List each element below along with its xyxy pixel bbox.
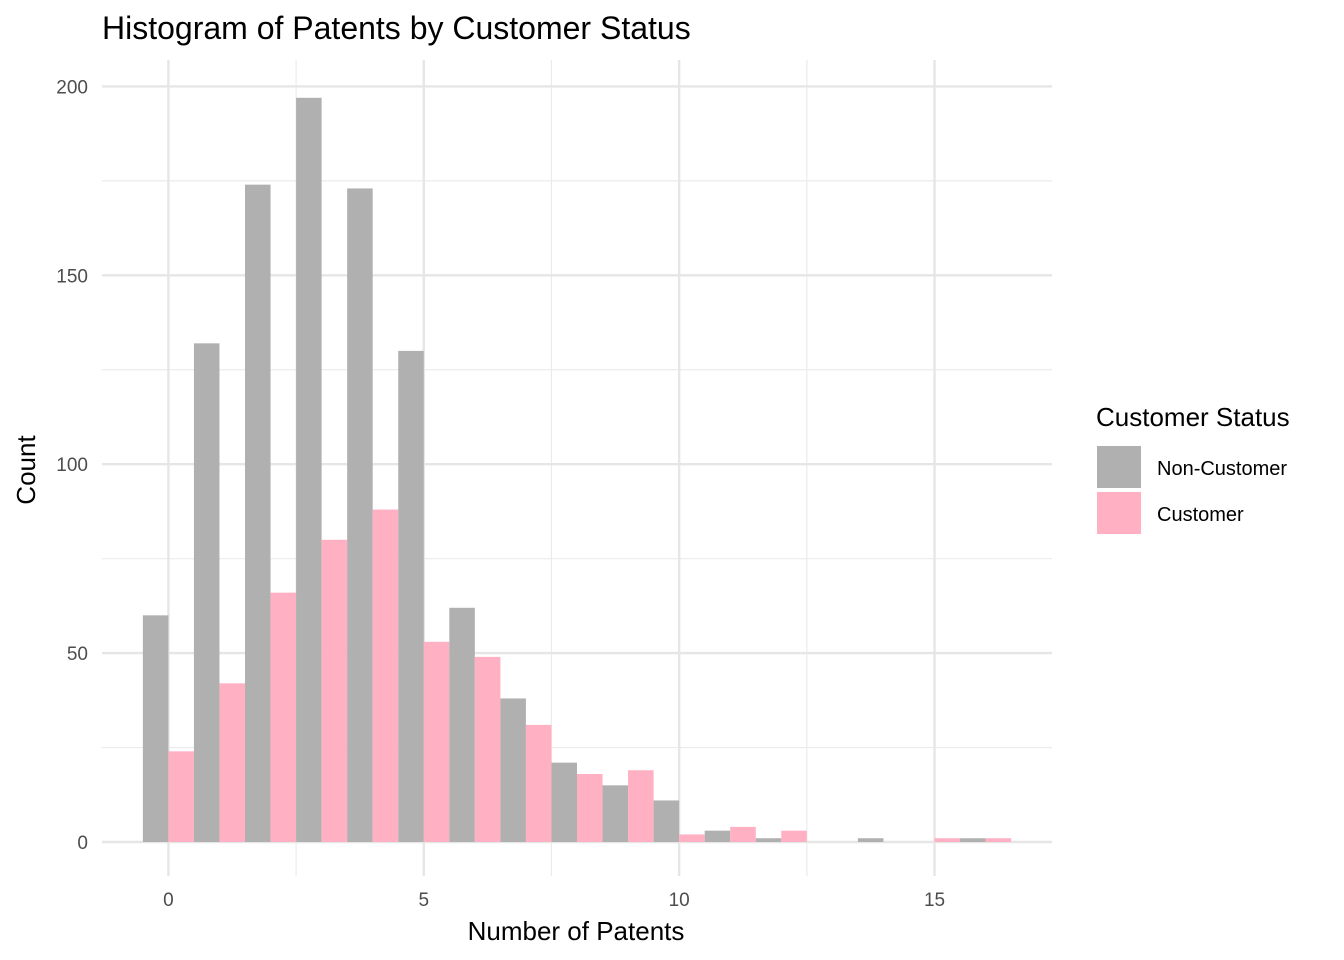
bar-non-customer-x8 [551, 762, 577, 842]
legend: Customer Status Non-Customer Customer [1096, 402, 1290, 534]
bar-non-customer-x2 [245, 184, 271, 842]
bar-non-customer-x14 [857, 838, 884, 842]
bar-customer-x8 [577, 774, 603, 842]
y-tick-label: 50 [67, 644, 88, 665]
bar-customer-x3 [321, 539, 348, 842]
bar-non-customer-x6 [449, 607, 475, 842]
bar-customer-x6 [474, 656, 501, 842]
y-tick-label: 200 [56, 77, 88, 98]
chart-title: Histogram of Patents by Customer Status [102, 10, 691, 46]
bar-non-customer-x9 [602, 785, 629, 842]
bars-group [142, 97, 1012, 843]
y-tick-label: 0 [77, 833, 88, 854]
x-axis-tick-labels: 0 5 10 15 [163, 890, 945, 911]
bar-customer-x10 [679, 834, 705, 842]
bar-customer-x12 [781, 830, 807, 842]
bar-customer-x11 [730, 826, 756, 842]
bar-customer-x2 [270, 592, 297, 842]
bar-non-customer-x3 [296, 97, 322, 843]
x-tick-label: 0 [163, 890, 174, 911]
bar-non-customer-x16 [960, 838, 986, 842]
legend-swatch-customer [1097, 492, 1141, 534]
bar-non-customer-x4 [347, 188, 373, 842]
bar-non-customer-x12 [755, 838, 782, 842]
legend-label: Customer [1157, 504, 1244, 526]
legend-title: Customer Status [1096, 402, 1290, 432]
legend-swatch-non-customer [1097, 446, 1141, 488]
bar-non-customer-x10 [653, 800, 680, 842]
bar-customer-x0 [168, 751, 194, 842]
bar-customer-x15 [934, 838, 961, 842]
legend-items: Non-Customer Customer [1097, 446, 1287, 534]
y-tick-label: 100 [56, 455, 88, 476]
bar-customer-x5 [423, 641, 450, 842]
x-tick-label: 15 [924, 890, 945, 911]
bar-customer-x4 [372, 509, 399, 842]
bar-non-customer-x11 [704, 830, 731, 842]
legend-label: Non-Customer [1157, 458, 1287, 480]
x-axis-title: Number of Patents [468, 916, 685, 946]
bar-customer-x16 [985, 838, 1012, 842]
bar-non-customer-x0 [142, 615, 169, 842]
bar-customer-x7 [525, 724, 552, 842]
bar-non-customer-x7 [500, 698, 526, 842]
bar-non-customer-x1 [193, 343, 220, 842]
bar-non-customer-x5 [398, 350, 424, 842]
y-axis-tick-labels: 0 50 100 150 200 [56, 77, 88, 854]
bar-customer-x1 [219, 683, 246, 842]
y-tick-label: 150 [56, 266, 88, 287]
bar-customer-x9 [628, 770, 654, 842]
x-tick-label: 5 [418, 890, 429, 911]
y-axis-title: Count [11, 435, 41, 505]
x-tick-label: 10 [669, 890, 690, 911]
